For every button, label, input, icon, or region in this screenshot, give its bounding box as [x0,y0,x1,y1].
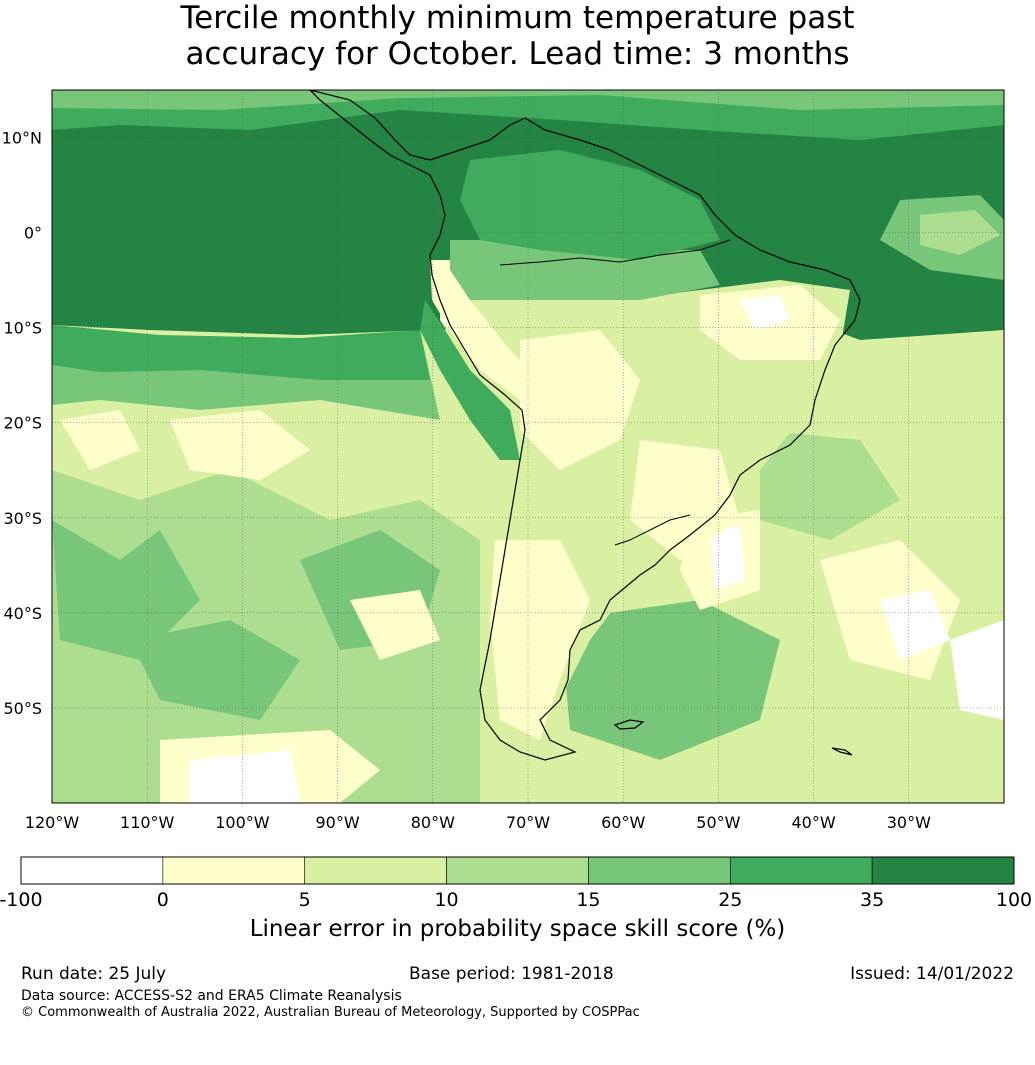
lon-tick-label: 100°W [215,813,270,832]
lon-tick-label: 110°W [120,813,175,832]
lon-tick-label: 50°W [696,813,740,832]
skill-land-pacific-coast-25 [420,300,520,460]
skill-land-patagonia [490,540,590,740]
base-period: Base period: 1981-2018 [409,964,614,984]
skill-patch-0-5-a [170,410,310,480]
map-border [51,89,1005,804]
run-date: Run date: 25 July [21,964,167,984]
lat-tick-label: 10°S [3,319,42,338]
colorbar-tick-label: 100 [996,889,1032,911]
skill-band-15-25-north [52,90,1004,110]
lat-tick-label: 20°S [3,414,42,433]
copyright: © Commonwealth of Australia 2022, Austra… [21,1005,640,1020]
colorbar-segment [162,856,306,885]
colorbar-tick-label: 15 [576,889,600,911]
colorbar-outline [20,856,1015,885]
colorbar-label: Linear error in probability space skill … [249,916,786,942]
lat-tick-label: 50°S [3,699,42,718]
skill-band-25-35-mid [52,325,430,380]
colorbar-segment [588,856,731,885]
lon-tick-label: 40°W [792,813,836,832]
skill-land-andes-light [430,260,540,400]
skill-band-atlantic-south [560,600,780,760]
issued-date: Issued: 14/01/2022 [850,964,1014,984]
colorbar-tick-label: 25 [718,889,742,911]
lat-tick-label: 30°S [3,509,42,528]
colorbar-segment [729,856,873,885]
lat-tick-label: 40°S [3,604,42,623]
colorbar-segment [20,856,164,885]
latitude-labels: 10°N 0° 10°S 20°S 30°S 40°S 50°S [2,129,42,718]
colorbar-tick-label: 10 [434,889,458,911]
longitude-labels: 120°W 110°W 100°W 90°W 80°W 70°W 60°W 50°W 40°W 3… [25,813,931,832]
colorbar-tick-label: 5 [299,889,311,911]
skill-patch-atlantic-white [710,525,745,590]
skill-patch-25-35-a [130,620,300,720]
lon-tick-label: 120°W [25,813,80,832]
skill-patch-0-5-d [350,590,440,660]
colorbar-tick-label: 35 [860,889,884,911]
lat-tick-label: 10°N [2,129,42,148]
south-america-coastline [309,90,861,761]
skill-land-ne-brazil-white [740,295,790,330]
skill-patch-0-5-c [60,410,140,470]
colorbar: -100 0 5 10 15 25 35 100 [0,856,1032,911]
skill-patch-atlantic-negative [880,590,950,660]
lat-tick-label: 0° [24,224,42,243]
skill-land-interior-light [520,330,640,470]
amazon-river [499,239,731,266]
colorbar-tick-label: -100 [0,889,43,911]
south-georgia [831,747,853,756]
map-frame [51,89,1005,804]
skill-patch-atlantic-negative-b [950,620,1004,720]
skill-band-25-35-south [52,520,200,660]
skill-field [52,90,1004,803]
gridlines [52,90,1004,803]
lon-tick-label: 70°W [506,813,550,832]
colorbar-tick-label: 0 [157,889,169,911]
skill-patch-atlantic-eq-lighter [920,210,1000,255]
data-source: Data source: ACCESS-S2 and ERA5 Climate … [21,988,402,1004]
lon-tick-label: 80°W [411,813,455,832]
title-line-2: accuracy for October. Lead time: 3 month… [185,36,850,72]
colorbar-segment [446,856,589,885]
lon-tick-label: 30°W [887,813,931,832]
colorbar-segment [304,856,447,885]
colorbar-segment [871,856,1015,885]
title-line-1: Tercile monthly minimum temperature past [180,0,855,36]
skill-patch-negative-a [190,750,300,803]
chart-title: Tercile monthly minimum temperature past… [0,0,1035,72]
lon-tick-label: 60°W [601,813,645,832]
skill-patch-atlantic-15-25 [760,430,900,540]
rio-de-la-plata [614,514,691,546]
falkland-islands [613,719,645,730]
lon-tick-label: 90°W [316,813,360,832]
skill-land-south-brazil [630,440,740,560]
